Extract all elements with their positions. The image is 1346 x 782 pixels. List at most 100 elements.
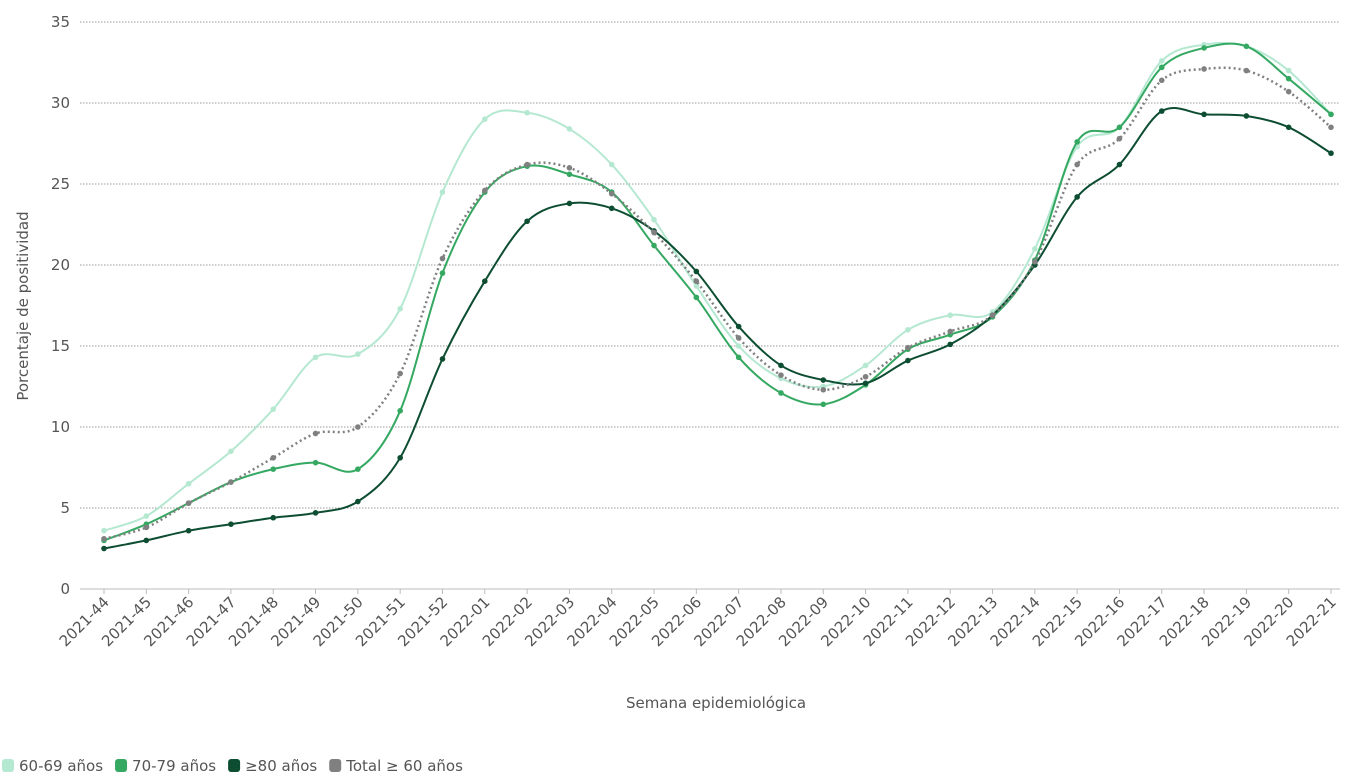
point: [905, 327, 911, 333]
point: [1328, 150, 1334, 157]
point: [735, 335, 742, 341]
point: [312, 354, 319, 361]
point: [862, 373, 869, 380]
point: [1074, 194, 1080, 200]
point: [397, 370, 403, 377]
x-axis-title: Semana epidemiológica: [626, 694, 806, 712]
point: [101, 527, 107, 534]
y-axis-title: Porcentaje de positividad: [14, 211, 32, 400]
point: [1285, 88, 1292, 95]
point: [185, 527, 192, 534]
point: [1201, 111, 1207, 118]
point: [947, 312, 954, 319]
point: [439, 270, 446, 276]
point: [270, 466, 277, 472]
series-line: [103, 42, 1332, 542]
point: [228, 521, 234, 527]
point: [143, 537, 150, 544]
point: [1285, 124, 1292, 131]
point: [820, 377, 827, 383]
point: [905, 357, 911, 364]
point: [270, 454, 277, 461]
point: [101, 535, 107, 542]
legend-swatch: [329, 759, 342, 772]
legend-label: Total ≥ 60 años: [345, 757, 463, 775]
y-tick-label: 35: [51, 13, 70, 31]
point: [355, 351, 361, 357]
legend-label: ≥80 años: [245, 757, 317, 775]
point: [947, 341, 954, 348]
point: [143, 513, 150, 519]
y-tick-label: 10: [51, 418, 70, 436]
point: [1074, 139, 1080, 145]
point: [566, 200, 573, 207]
legend-label: 70-79 años: [132, 757, 216, 775]
point: [143, 524, 150, 531]
point: [862, 362, 869, 369]
point: [312, 510, 319, 516]
point: [270, 406, 277, 412]
point: [397, 408, 403, 414]
point: [778, 390, 784, 396]
point: [1158, 64, 1165, 71]
point: [778, 372, 784, 378]
point: [735, 354, 742, 361]
point: [481, 187, 488, 194]
point: [1285, 75, 1292, 82]
point: [1328, 111, 1334, 118]
point: [481, 116, 488, 122]
point: [566, 171, 573, 178]
point: [1158, 77, 1165, 84]
y-tick-label: 20: [51, 256, 70, 274]
point: [270, 514, 277, 521]
point: [1116, 161, 1123, 168]
point: [1032, 246, 1038, 252]
point: [439, 356, 446, 362]
point: [355, 424, 361, 430]
point: [1116, 135, 1123, 142]
point: [1243, 67, 1250, 74]
point: [651, 229, 657, 236]
legend-swatch: [2, 759, 14, 772]
point: [524, 218, 530, 225]
point: [439, 189, 446, 195]
point: [228, 448, 234, 455]
point: [905, 344, 911, 351]
point: [693, 268, 700, 275]
point: [524, 109, 530, 116]
point: [1158, 58, 1165, 64]
point: [566, 165, 573, 171]
point: [397, 305, 403, 312]
point: [355, 466, 361, 472]
point: [608, 205, 615, 212]
point: [1074, 161, 1080, 168]
point: [1328, 124, 1334, 131]
point: [1158, 108, 1165, 114]
point: [735, 343, 742, 349]
point: [185, 480, 192, 487]
point: [439, 255, 446, 262]
point: [608, 190, 615, 197]
y-tick-label: 25: [51, 175, 70, 193]
point: [312, 459, 319, 466]
legend-swatch: [228, 759, 241, 772]
y-tick-label: 30: [51, 94, 70, 112]
point: [1116, 124, 1123, 131]
point: [1032, 258, 1038, 265]
point: [524, 161, 530, 168]
point: [735, 323, 742, 330]
point: [355, 498, 361, 505]
point: [1285, 67, 1292, 74]
series-line: [103, 41, 1332, 532]
point: [651, 242, 657, 249]
y-tick-label: 15: [51, 337, 70, 355]
legend-swatch: [115, 759, 128, 772]
point: [481, 278, 488, 285]
point: [1201, 45, 1207, 51]
point: [185, 500, 192, 506]
point: [101, 545, 107, 552]
series-line: [103, 66, 1332, 540]
point: [1201, 66, 1207, 72]
point: [778, 362, 784, 369]
